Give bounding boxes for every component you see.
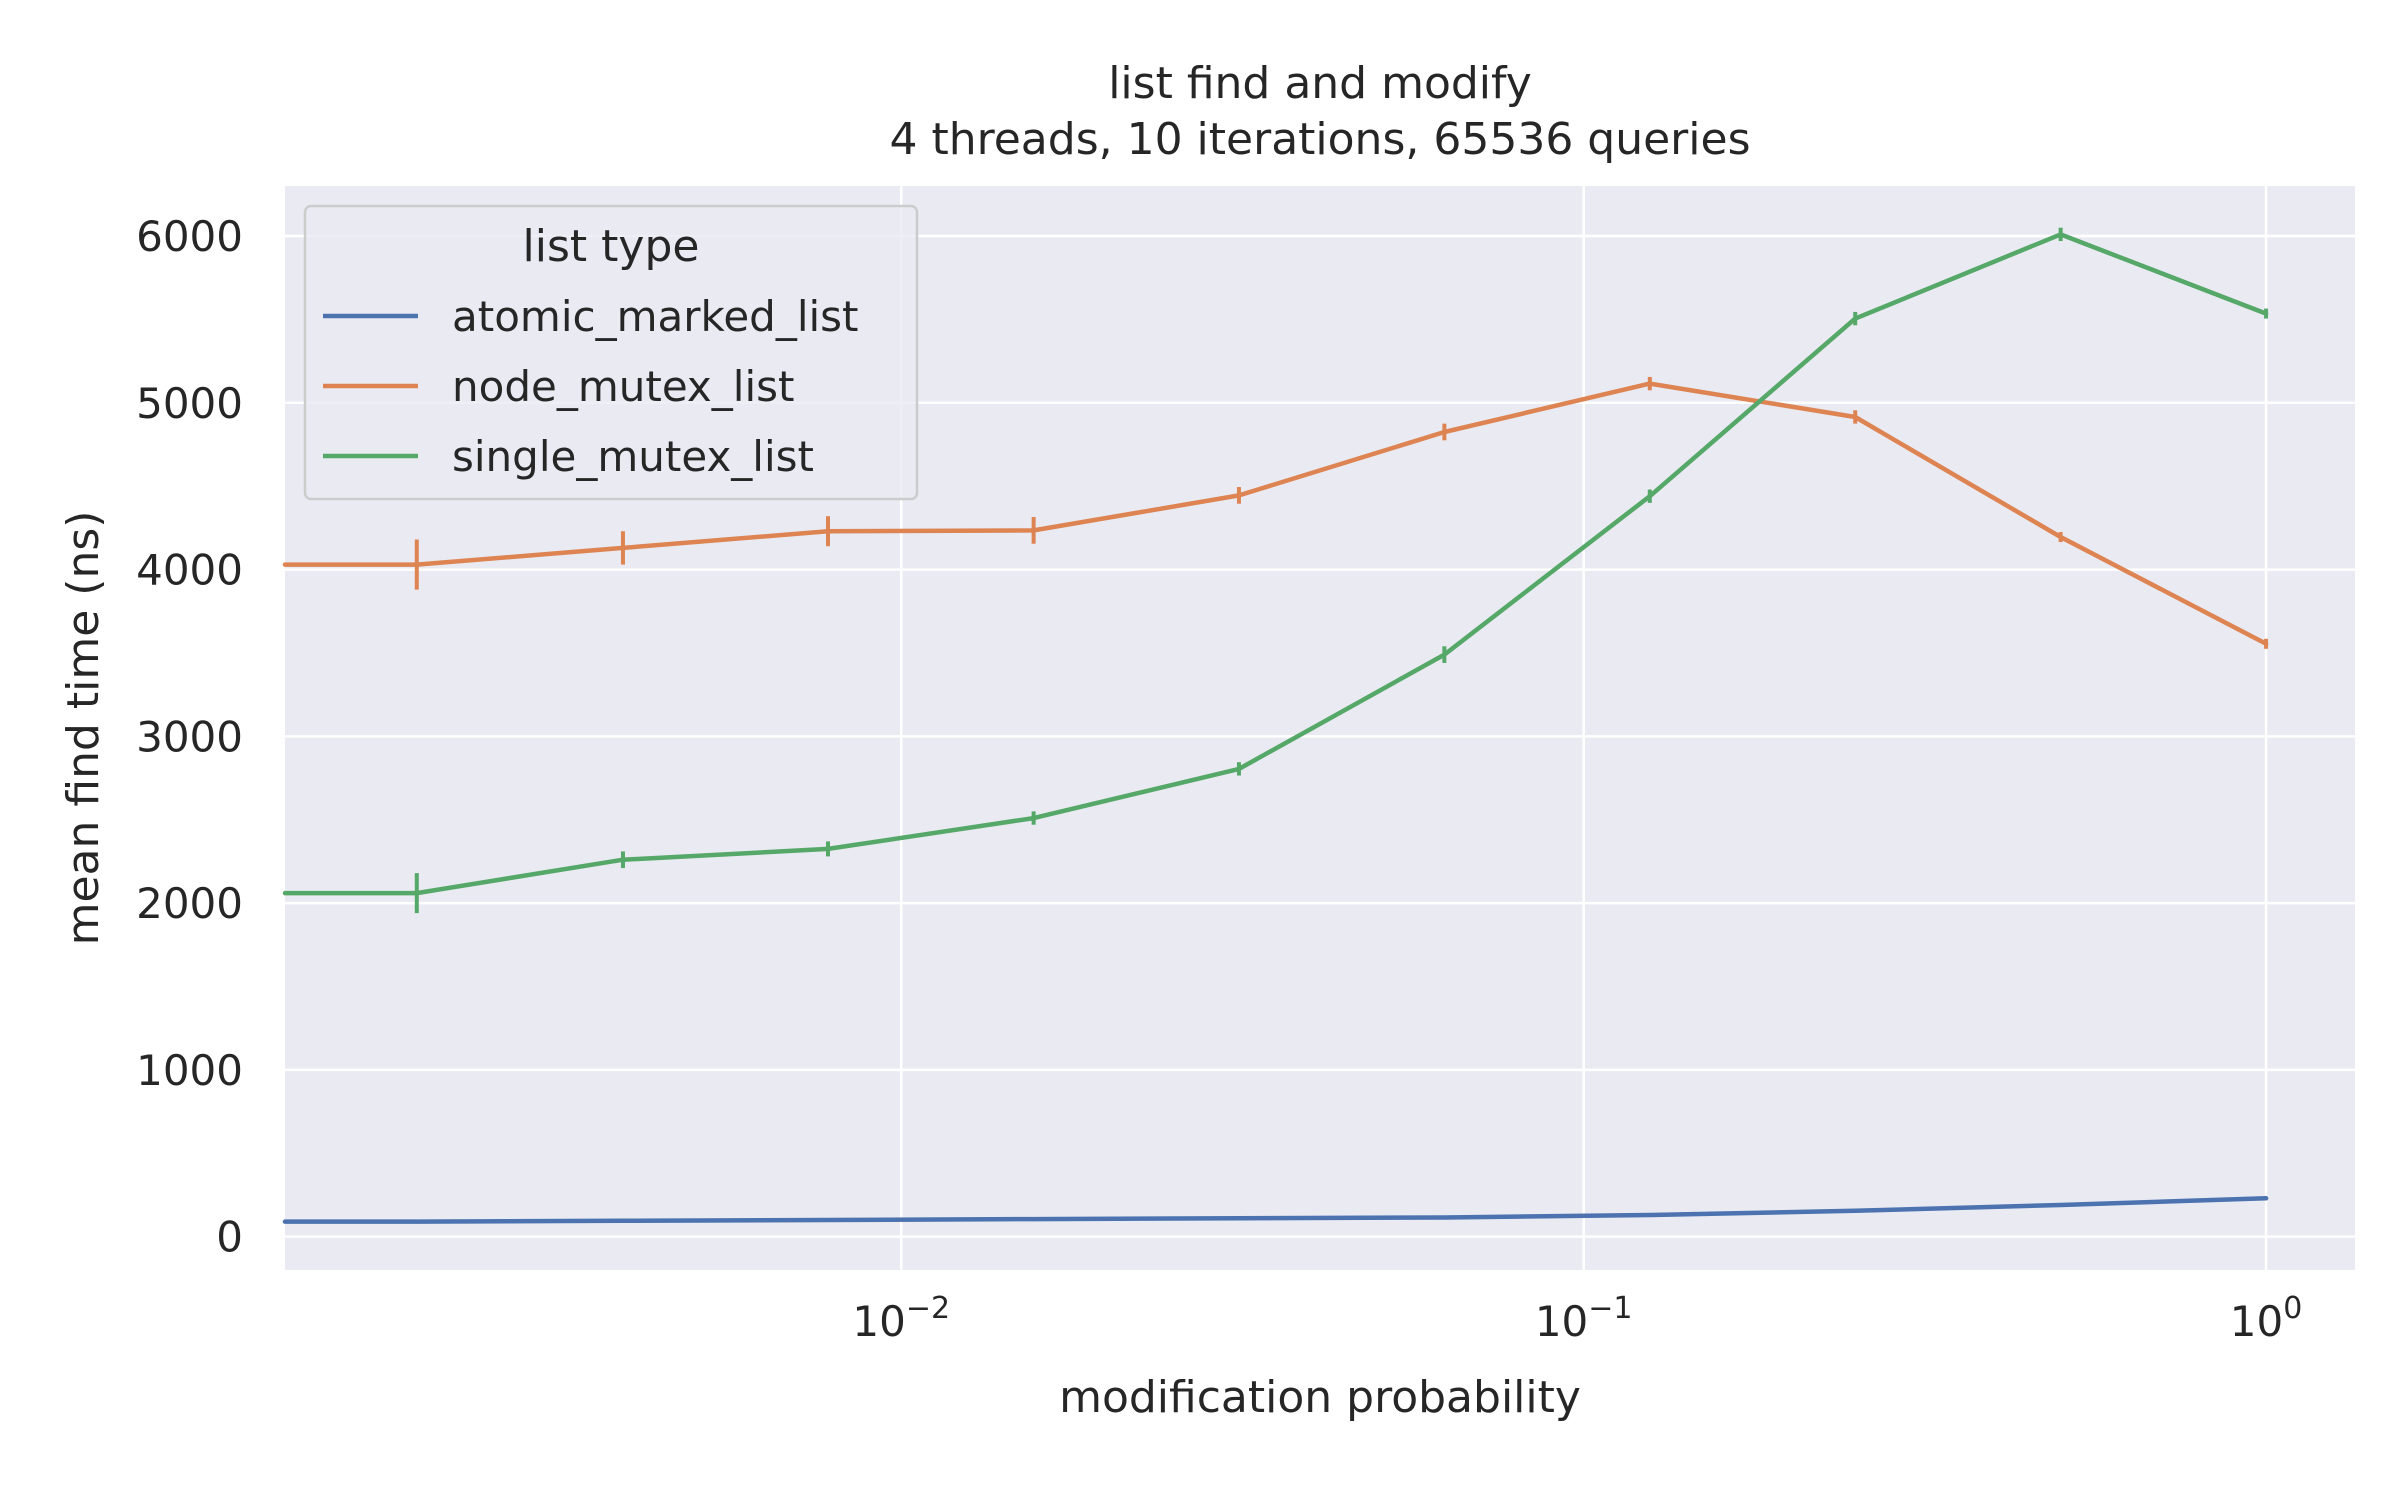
x-axis-label: modification probability bbox=[1059, 1372, 1581, 1423]
chart-subtitle: 4 threads, 10 iterations, 65536 queries bbox=[889, 114, 1750, 165]
legend-label: atomic_marked_list bbox=[452, 292, 859, 341]
y-tick-label: 0 bbox=[216, 1213, 243, 1262]
y-axis-label: mean find time (ns) bbox=[58, 511, 109, 946]
x-tick-label: 100 bbox=[2230, 1291, 2303, 1346]
series-layer bbox=[282, 227, 2269, 1224]
series-atomic_marked_list bbox=[282, 1196, 2269, 1224]
y-tick-label: 6000 bbox=[136, 212, 243, 261]
y-tick-label: 1000 bbox=[136, 1046, 243, 1095]
x-tick-labels: 10−2 10−1 100 bbox=[852, 1291, 2302, 1346]
legend-label: single_mutex_list bbox=[452, 432, 814, 481]
x-tick-label: 10−2 bbox=[852, 1291, 950, 1346]
y-tick-label: 2000 bbox=[136, 879, 243, 928]
y-tick-label: 5000 bbox=[136, 379, 243, 428]
y-tick-label: 4000 bbox=[136, 546, 243, 595]
x-tick-label: 10−1 bbox=[1535, 1291, 1633, 1346]
series-single_mutex_list bbox=[282, 227, 2269, 914]
series-node_mutex_list bbox=[282, 376, 2269, 649]
legend: list type atomic_marked_list node_mutex_l… bbox=[303, 204, 919, 501]
chart-title: list find and modify bbox=[1108, 58, 1532, 109]
legend-box bbox=[303, 204, 919, 501]
y-tick-labels: 0 1000 2000 3000 4000 5000 6000 bbox=[136, 212, 243, 1262]
legend-label: node_mutex_list bbox=[452, 362, 794, 411]
y-tick-label: 3000 bbox=[136, 712, 243, 761]
legend-title: list type bbox=[523, 221, 700, 272]
legend-entries: atomic_marked_list node_mutex_list single_… bbox=[323, 292, 859, 481]
